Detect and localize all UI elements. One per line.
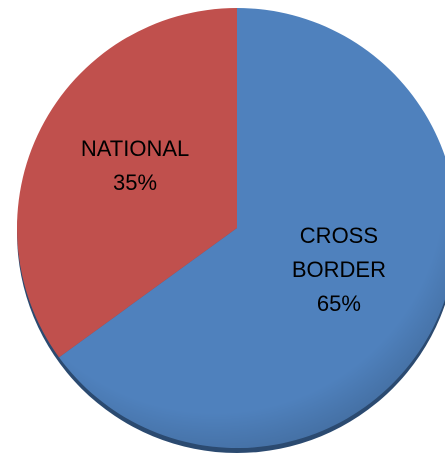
category-label: NATIONAL bbox=[80, 136, 190, 162]
slice-label: NATIONAL 35% bbox=[70, 132, 200, 200]
slice-label: CROSS BORDER 65% bbox=[274, 219, 404, 321]
value-label: 65% bbox=[316, 290, 361, 316]
value-label: 35% bbox=[113, 170, 158, 196]
category-label: CROSS BORDER bbox=[291, 222, 386, 282]
